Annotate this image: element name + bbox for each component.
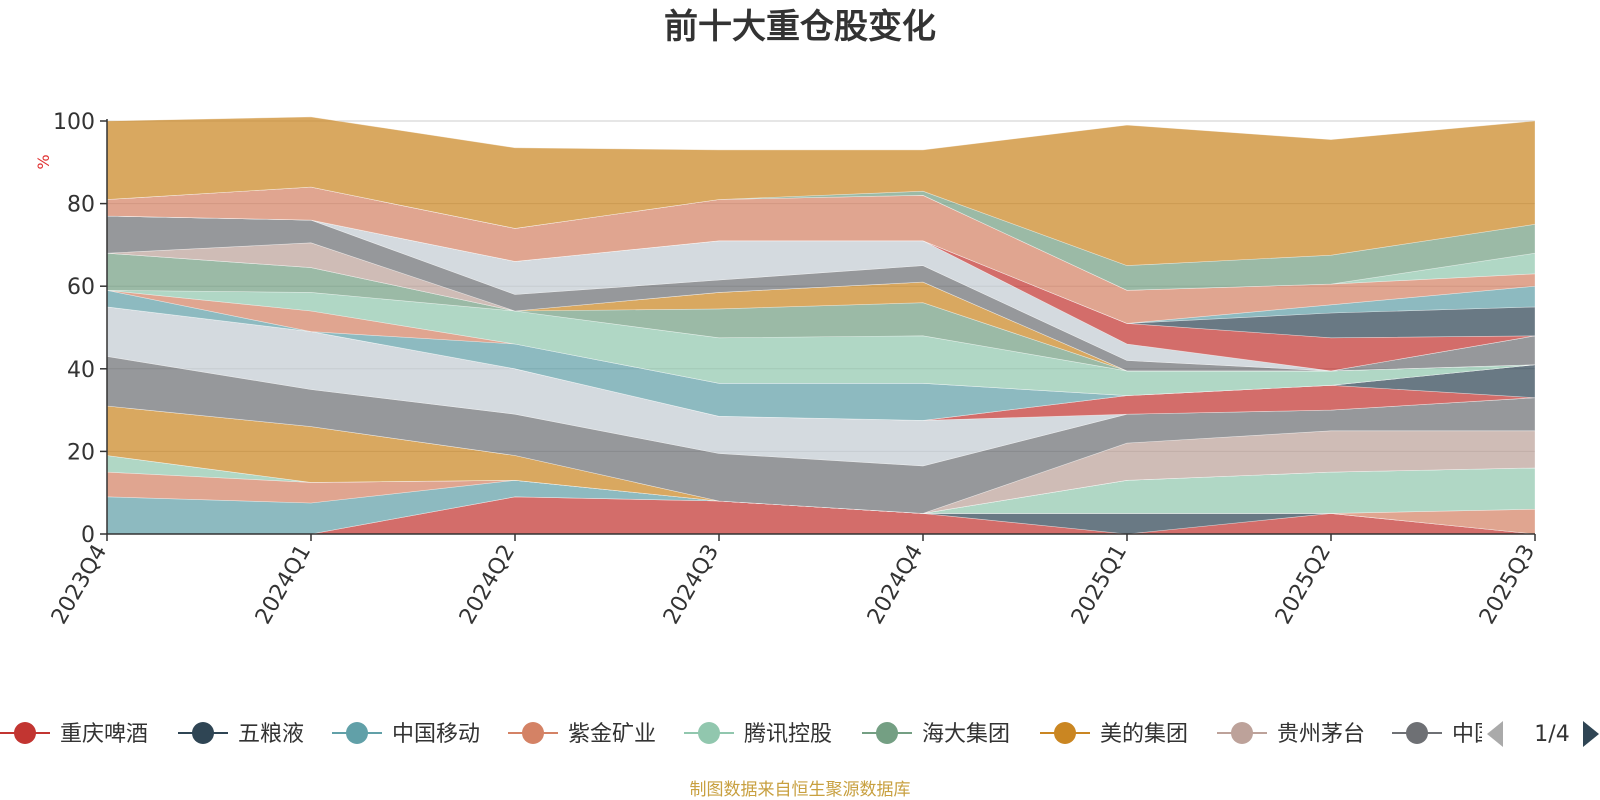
legend-marker — [1406, 722, 1428, 744]
y-tick-label: 80 — [67, 193, 95, 218]
area-series-26 — [106, 116, 1536, 266]
legend-marker — [698, 722, 720, 744]
y-tick-label: 20 — [67, 440, 95, 465]
legend-label: 海大集团 — [922, 722, 1010, 747]
legend-label: 五粮液 — [238, 722, 304, 747]
y-axis-label: % — [34, 154, 53, 169]
legend-label: 美的集团 — [1100, 722, 1188, 747]
chart-title: 前十大重仓股变化 — [664, 7, 936, 47]
legend-item[interactable]: 中国平安 — [1392, 722, 1540, 747]
legend-item[interactable]: 海大集团 — [862, 722, 1010, 747]
area-series — [106, 116, 1536, 535]
x-tick-label: 2024Q2 — [455, 541, 520, 629]
legend-marker — [1054, 722, 1076, 744]
y-tick-label: 60 — [67, 275, 95, 300]
x-tick-label: 2025Q1 — [1067, 541, 1132, 629]
legend-items: 重庆啤酒 五粮液 中国移动 紫金矿业 腾讯控股 海大集团 美的集团 贵州茅台 中国平安 — [0, 722, 1540, 747]
y-tick-label: 40 — [67, 358, 95, 383]
legend-marker — [1231, 722, 1253, 744]
legend-item[interactable]: 五粮液 — [178, 722, 304, 747]
legend-label: 贵州茅台 — [1277, 722, 1365, 747]
x-tick-label: 2024Q3 — [659, 541, 724, 629]
legend-marker — [346, 722, 368, 744]
legend-label: 紫金矿业 — [568, 722, 656, 747]
legend-page-indicator: 1/4 — [1534, 722, 1569, 747]
legend-label: 腾讯控股 — [744, 722, 832, 747]
legend-item[interactable]: 重庆啤酒 — [0, 722, 148, 747]
legend-label: 重庆啤酒 — [60, 722, 148, 747]
legend-item[interactable]: 中国移动 — [332, 722, 480, 747]
legend-marker — [14, 722, 36, 744]
legend-marker — [522, 722, 544, 744]
legend[interactable]: 重庆啤酒 五粮液 中国移动 紫金矿业 腾讯控股 海大集团 美的集团 贵州茅台 中国平安1/4 — [0, 721, 1599, 747]
legend-item[interactable]: 紫金矿业 — [508, 722, 656, 747]
x-tick-label: 2023Q4 — [47, 541, 112, 629]
legend-label: 中国平安 — [1452, 722, 1540, 747]
legend-marker — [876, 722, 898, 744]
legend-item[interactable]: 腾讯控股 — [684, 722, 832, 747]
legend-item[interactable]: 美的集团 — [1040, 722, 1188, 747]
data-source-note: 制图数据来自恒生聚源数据库 — [690, 780, 911, 800]
y-tick-label: 0 — [81, 523, 95, 548]
x-tick-label: 2024Q4 — [863, 541, 928, 629]
legend-next-page-icon[interactable] — [1583, 721, 1599, 747]
x-tick-label: 2025Q2 — [1271, 541, 1336, 629]
x-tick-label: 2025Q3 — [1475, 541, 1540, 629]
x-tick-label: 2024Q1 — [251, 541, 316, 629]
legend-item[interactable]: 贵州茅台 — [1217, 722, 1365, 747]
legend-prev-page-icon[interactable] — [1487, 721, 1503, 747]
legend-marker — [192, 722, 214, 744]
legend-label: 中国移动 — [392, 722, 480, 747]
y-tick-label: 100 — [53, 110, 95, 135]
